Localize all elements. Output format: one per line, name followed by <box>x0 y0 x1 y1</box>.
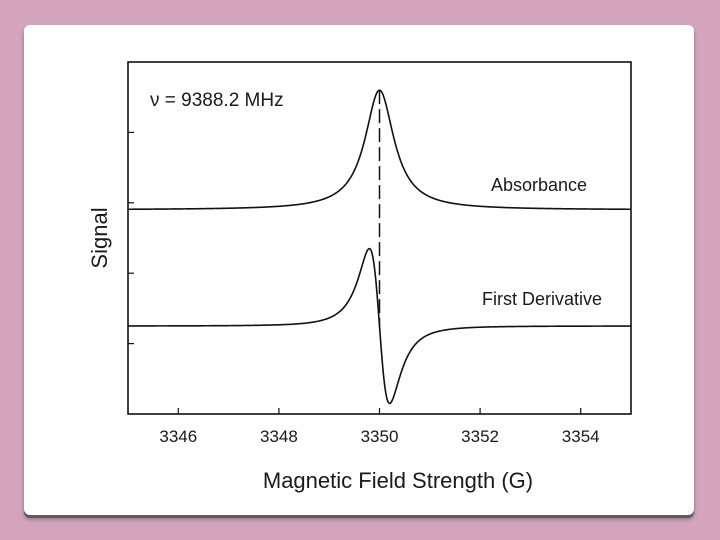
frequency-annotation: ν = 9388.2 MHz <box>150 90 284 111</box>
first-derivative-label: First Derivative <box>482 289 602 309</box>
x-ticks: 3346 3348 3350 3352 3354 <box>159 408 600 446</box>
absorbance-label: Absorbance <box>491 175 587 195</box>
x-tick-label: 3346 <box>159 427 197 446</box>
slide-panel <box>24 25 694 515</box>
x-tick-label: 3348 <box>260 427 298 446</box>
x-tick-label: 3352 <box>461 427 499 446</box>
x-tick-label: 3354 <box>562 427 600 446</box>
y-ticks <box>128 131 134 345</box>
y-axis-title: Signal <box>87 207 112 268</box>
x-tick-label: 3350 <box>361 427 399 446</box>
absorbance-curve <box>127 89 632 211</box>
first-derivative-curve <box>128 247 631 405</box>
x-axis-title: Magnetic Field Strength (G) <box>263 468 533 493</box>
